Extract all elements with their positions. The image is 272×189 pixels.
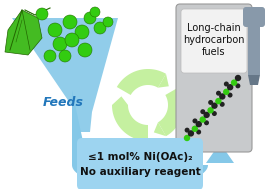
- Circle shape: [216, 91, 221, 96]
- Polygon shape: [112, 105, 148, 141]
- Circle shape: [78, 43, 92, 57]
- Circle shape: [84, 12, 96, 24]
- Circle shape: [219, 93, 225, 100]
- Circle shape: [192, 125, 198, 132]
- Text: Feeds: Feeds: [42, 95, 84, 108]
- Circle shape: [193, 119, 197, 123]
- FancyBboxPatch shape: [77, 138, 203, 189]
- Circle shape: [224, 81, 229, 87]
- Polygon shape: [117, 69, 166, 95]
- Text: hydrocarbon: hydrocarbon: [183, 35, 245, 45]
- FancyBboxPatch shape: [176, 4, 252, 152]
- Circle shape: [75, 25, 89, 39]
- Polygon shape: [5, 10, 42, 55]
- Circle shape: [212, 111, 217, 116]
- Circle shape: [94, 22, 106, 34]
- Circle shape: [90, 7, 100, 17]
- Circle shape: [103, 17, 113, 27]
- Circle shape: [227, 84, 233, 90]
- Circle shape: [59, 50, 71, 62]
- Circle shape: [207, 107, 214, 114]
- Circle shape: [200, 109, 205, 114]
- Circle shape: [204, 120, 209, 125]
- Polygon shape: [248, 75, 260, 85]
- Polygon shape: [12, 18, 118, 112]
- Circle shape: [220, 102, 225, 107]
- Circle shape: [199, 116, 206, 123]
- FancyBboxPatch shape: [243, 7, 265, 27]
- Polygon shape: [112, 96, 128, 105]
- Text: fuels: fuels: [202, 47, 226, 57]
- Polygon shape: [158, 74, 169, 88]
- Polygon shape: [154, 122, 166, 136]
- Circle shape: [223, 89, 229, 95]
- Circle shape: [188, 130, 194, 137]
- Circle shape: [228, 93, 233, 98]
- Circle shape: [235, 75, 241, 81]
- Circle shape: [235, 83, 240, 88]
- Circle shape: [196, 129, 201, 135]
- Circle shape: [44, 50, 56, 62]
- Circle shape: [53, 37, 67, 51]
- Circle shape: [185, 128, 190, 133]
- Polygon shape: [72, 90, 208, 187]
- Circle shape: [36, 8, 48, 20]
- Circle shape: [203, 112, 210, 118]
- Circle shape: [211, 102, 218, 109]
- Polygon shape: [206, 143, 234, 163]
- Circle shape: [65, 33, 79, 47]
- Circle shape: [63, 15, 77, 29]
- FancyBboxPatch shape: [181, 9, 247, 73]
- Circle shape: [215, 98, 222, 104]
- Circle shape: [231, 79, 237, 86]
- Text: No auxiliary reagent: No auxiliary reagent: [80, 167, 200, 177]
- Circle shape: [184, 135, 190, 141]
- Text: Long-chain: Long-chain: [187, 23, 241, 33]
- Polygon shape: [158, 87, 184, 136]
- Circle shape: [48, 23, 62, 37]
- Circle shape: [196, 121, 202, 127]
- Circle shape: [208, 100, 213, 105]
- Polygon shape: [248, 15, 260, 75]
- Text: ≤1 mol% Ni(OAc)₂: ≤1 mol% Ni(OAc)₂: [88, 152, 192, 162]
- Polygon shape: [76, 112, 92, 132]
